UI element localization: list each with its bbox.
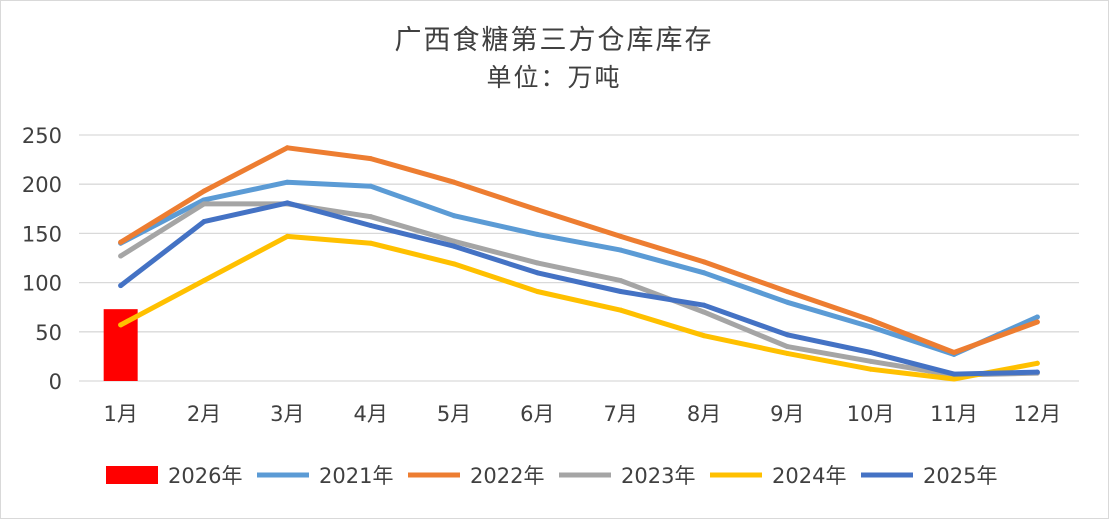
point-2022年-8月 bbox=[702, 259, 707, 264]
y-axis-ticks: 0 50 100 150 200 250 bbox=[22, 124, 62, 394]
point-2025年-2月 bbox=[202, 219, 207, 224]
series-line-2025年 bbox=[121, 203, 1038, 374]
point-2023年-4月 bbox=[368, 214, 373, 219]
chart-title: 广西食糖第三方仓库库存 bbox=[395, 25, 714, 56]
legend-label: 2025年 bbox=[923, 464, 997, 488]
legend-label: 2022年 bbox=[470, 464, 544, 488]
x-tick-label: 1月 bbox=[103, 402, 137, 426]
point-2022年-9月 bbox=[785, 289, 790, 294]
point-2024年-4月 bbox=[368, 241, 373, 246]
x-tick-label: 10月 bbox=[847, 402, 895, 426]
point-2024年-2月 bbox=[202, 278, 207, 283]
x-tick-label: 11月 bbox=[930, 402, 978, 426]
legend-item-2026年: 2026年 bbox=[106, 464, 242, 488]
point-2024年-3月 bbox=[285, 234, 290, 239]
point-2024年-11月 bbox=[952, 377, 957, 382]
y-tick-label: 50 bbox=[35, 321, 62, 345]
point-2022年-5月 bbox=[452, 180, 457, 185]
point-2025年-11月 bbox=[952, 372, 957, 377]
point-2024年-6月 bbox=[535, 289, 540, 294]
point-2025年-8月 bbox=[702, 303, 707, 308]
point-2022年-6月 bbox=[535, 207, 540, 212]
point-2021年-4月 bbox=[368, 184, 373, 189]
x-tick-label: 2月 bbox=[187, 402, 221, 426]
y-tick-label: 150 bbox=[22, 222, 62, 246]
legend-label: 2021年 bbox=[319, 464, 393, 488]
y-tick-label: 250 bbox=[22, 124, 62, 148]
point-2025年-5月 bbox=[452, 244, 457, 249]
point-2025年-7月 bbox=[618, 289, 623, 294]
chart-subtitle: 单位：万吨 bbox=[486, 63, 621, 92]
point-2021年-8月 bbox=[702, 270, 707, 275]
point-2024年-8月 bbox=[702, 333, 707, 338]
point-2024年-7月 bbox=[618, 308, 623, 313]
legend-item-2022年: 2022年 bbox=[408, 464, 544, 488]
point-2022年-7月 bbox=[618, 234, 623, 239]
x-tick-label: 4月 bbox=[353, 402, 387, 426]
point-2022年-10月 bbox=[868, 317, 873, 322]
legend-label: 2026年 bbox=[168, 464, 242, 488]
point-2022年-4月 bbox=[368, 156, 373, 161]
point-2023年-7月 bbox=[618, 278, 623, 283]
y-tick-label: 0 bbox=[49, 370, 62, 394]
legend-item-2023年: 2023年 bbox=[559, 464, 695, 488]
point-2024年-9月 bbox=[785, 351, 790, 356]
point-2023年-2月 bbox=[202, 201, 207, 206]
legend: 2026年 2021年 2022年 2023年 2024年 2025年 bbox=[106, 464, 997, 488]
point-2023年-1月 bbox=[118, 254, 123, 259]
point-2021年-3月 bbox=[285, 180, 290, 185]
point-2022年-12月 bbox=[1035, 319, 1040, 324]
y-tick-label: 100 bbox=[22, 272, 62, 296]
x-tick-label: 6月 bbox=[520, 402, 554, 426]
chart: 广西食糖第三方仓库库存 单位：万吨 0 50 100 150 200 250 1月 2月 3月… bbox=[0, 0, 1109, 519]
point-2021年-7月 bbox=[618, 248, 623, 253]
point-2024年-10月 bbox=[868, 367, 873, 372]
point-2025年-4月 bbox=[368, 223, 373, 228]
point-2022年-11月 bbox=[952, 350, 957, 355]
point-2021年-12月 bbox=[1035, 315, 1040, 320]
legend-label: 2023年 bbox=[621, 464, 695, 488]
point-2021年-10月 bbox=[868, 324, 873, 329]
point-2025年-3月 bbox=[285, 200, 290, 205]
point-2025年-12月 bbox=[1035, 370, 1040, 375]
point-2023年-5月 bbox=[452, 239, 457, 244]
point-2023年-9月 bbox=[785, 344, 790, 349]
point-2025年-1月 bbox=[118, 283, 123, 288]
point-2025年-9月 bbox=[785, 332, 790, 337]
legend-label: 2024年 bbox=[772, 464, 846, 488]
point-2022年-2月 bbox=[202, 189, 207, 194]
point-2025年-6月 bbox=[535, 270, 540, 275]
legend-item-2024年: 2024年 bbox=[710, 464, 846, 488]
x-tick-label: 5月 bbox=[437, 402, 471, 426]
point-2024年-5月 bbox=[452, 261, 457, 266]
x-tick-label: 3月 bbox=[270, 402, 304, 426]
x-tick-label: 12月 bbox=[1013, 402, 1061, 426]
point-2021年-5月 bbox=[452, 213, 457, 218]
point-2025年-10月 bbox=[868, 350, 873, 355]
series-line-2023年 bbox=[121, 204, 1038, 375]
y-tick-label: 200 bbox=[22, 173, 62, 197]
series-layer bbox=[104, 145, 1040, 381]
x-tick-label: 7月 bbox=[603, 402, 637, 426]
point-2021年-6月 bbox=[535, 232, 540, 237]
point-2024年-1月 bbox=[118, 322, 123, 327]
point-2023年-8月 bbox=[702, 310, 707, 315]
point-2021年-9月 bbox=[785, 300, 790, 305]
legend-item-2025年: 2025年 bbox=[861, 464, 997, 488]
point-2022年-3月 bbox=[285, 145, 290, 150]
x-tick-label: 9月 bbox=[770, 402, 804, 426]
point-2022年-1月 bbox=[118, 240, 123, 245]
point-2023年-6月 bbox=[535, 260, 540, 265]
x-tick-label: 8月 bbox=[687, 402, 721, 426]
point-2023年-10月 bbox=[868, 359, 873, 364]
x-axis-ticks: 1月 2月 3月 4月 5月 6月 7月 8月 9月 10月 11月 12月 bbox=[103, 402, 1061, 426]
point-2024年-12月 bbox=[1035, 361, 1040, 366]
legend-item-2021年: 2021年 bbox=[257, 464, 393, 488]
legend-swatch bbox=[106, 466, 158, 484]
